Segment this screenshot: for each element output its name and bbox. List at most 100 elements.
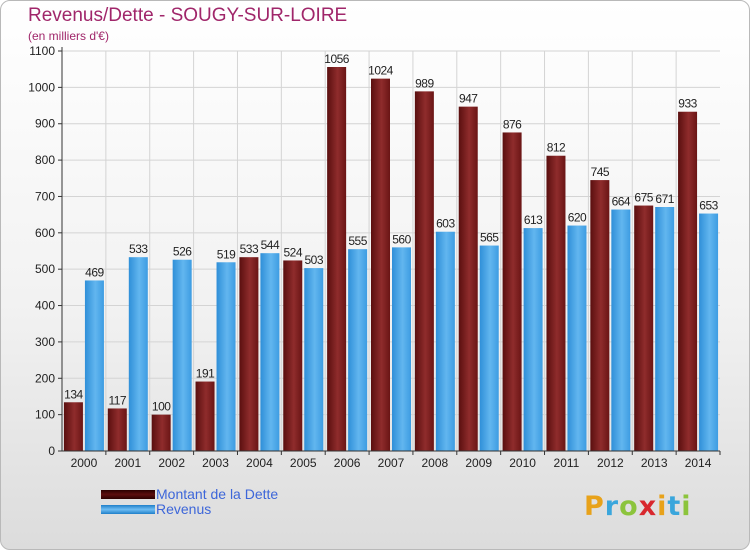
data-label-revenus: 560 [392, 232, 411, 246]
bar-dette [151, 414, 171, 451]
x-tick-label: 2010 [509, 456, 536, 470]
proxiti-logo: Proxiti [584, 491, 692, 522]
y-tick-label: 1000 [28, 80, 55, 94]
data-label-dette: 533 [240, 242, 259, 256]
y-tick-label: 200 [35, 371, 55, 385]
bar-revenus [611, 209, 631, 451]
legend-swatch-dette [101, 490, 155, 499]
bar-revenus [84, 280, 104, 451]
x-tick-label: 2001 [114, 456, 141, 470]
logo-letter-2: r [604, 491, 620, 522]
bar-dette [634, 205, 654, 451]
y-tick-label: 300 [35, 335, 55, 349]
logo-letter-1: P [584, 491, 605, 522]
bar-dette [458, 106, 478, 452]
x-tick-label: 2006 [334, 456, 361, 470]
x-tick-label: 2004 [246, 456, 273, 470]
data-label-revenus: 533 [129, 242, 148, 256]
data-label-revenus: 671 [655, 192, 674, 206]
data-label-revenus: 620 [568, 211, 587, 225]
bar-revenus [304, 268, 324, 451]
data-label-dette: 812 [547, 141, 566, 155]
y-tick-label: 100 [35, 408, 55, 422]
bar-dette [195, 381, 215, 451]
bar-dette [546, 155, 566, 451]
logo-letter-3: o [619, 491, 639, 522]
x-tick-label: 2012 [597, 456, 624, 470]
bar-dette [107, 408, 127, 451]
data-label-dette: 745 [591, 165, 610, 179]
data-label-dette: 876 [503, 117, 522, 131]
bar-dette [239, 257, 259, 451]
bar-revenus [392, 247, 411, 451]
bar-revenus [260, 253, 280, 451]
chart-title: Revenus/Dette - SOUGY-SUR-LOIRE [28, 5, 348, 26]
bar-revenus [348, 249, 368, 451]
x-tick-label: 2007 [378, 456, 405, 470]
data-label-dette: 117 [108, 393, 126, 407]
x-tick-label: 2014 [685, 456, 712, 470]
data-label-revenus: 664 [612, 195, 631, 209]
data-label-dette: 1056 [324, 52, 350, 66]
data-label-dette: 947 [459, 92, 478, 106]
y-tick-label: 600 [35, 226, 55, 240]
data-label-revenus: 526 [173, 245, 192, 259]
data-label-dette: 989 [415, 76, 434, 90]
data-label-dette: 524 [284, 245, 303, 259]
bar-revenus [567, 225, 587, 451]
y-tick-label: 1100 [29, 44, 55, 58]
bar-dette [371, 78, 390, 452]
data-label-revenus: 544 [261, 238, 280, 252]
bar-dette [502, 132, 522, 452]
bar-revenus [172, 259, 192, 451]
bar-dette [63, 402, 83, 451]
logo-letter-5: i [657, 491, 668, 522]
bar-revenus [479, 245, 499, 451]
data-label-revenus: 555 [348, 234, 367, 248]
bar-revenus [435, 231, 455, 451]
y-tick-label: 800 [35, 153, 55, 167]
chart-subtitle: (en milliers d'€) [28, 29, 109, 43]
x-tick-label: 2011 [554, 456, 580, 470]
bar-revenus [128, 257, 148, 451]
x-tick-label: 2000 [71, 456, 98, 470]
bar-dette [678, 111, 698, 452]
data-label-revenus: 565 [480, 231, 499, 245]
data-label-revenus: 613 [524, 213, 543, 227]
legend-swatch-revenus [101, 505, 155, 514]
data-label-dette: 100 [152, 400, 171, 414]
data-label-revenus: 603 [436, 217, 455, 231]
x-tick-label: 2013 [641, 456, 668, 470]
bar-revenus [699, 213, 719, 451]
bar-dette [327, 67, 347, 451]
y-tick-label: 400 [35, 299, 55, 313]
bar-revenus [216, 262, 236, 451]
bar-dette [590, 180, 610, 451]
data-label-dette: 134 [64, 387, 83, 401]
x-tick-label: 2003 [202, 456, 229, 470]
y-tick-label: 700 [35, 189, 55, 203]
logo-letter-6: t [667, 491, 682, 522]
data-label-revenus: 469 [85, 265, 104, 279]
y-tick-label: 0 [48, 444, 55, 458]
data-label-dette: 675 [634, 191, 653, 205]
data-label-revenus: 653 [699, 199, 718, 213]
y-tick-label: 500 [35, 262, 55, 276]
bar-revenus [523, 228, 543, 451]
y-tick-label: 900 [35, 117, 55, 131]
x-tick-label: 2005 [290, 456, 317, 470]
data-label-revenus: 503 [305, 253, 324, 267]
logo-letter-4: x [638, 491, 658, 522]
data-label-dette: 1024 [368, 64, 394, 78]
data-label-dette: 191 [196, 367, 215, 381]
bar-dette [283, 260, 303, 451]
x-tick-label: 2008 [422, 456, 449, 470]
data-label-revenus: 519 [217, 247, 236, 261]
data-label-dette: 933 [678, 97, 697, 111]
logo-letter-7: i [681, 491, 692, 522]
x-tick-label: 2002 [158, 456, 185, 470]
legend-label-dette: Montant de la Dette [156, 486, 279, 502]
x-tick-label: 2009 [465, 456, 492, 470]
